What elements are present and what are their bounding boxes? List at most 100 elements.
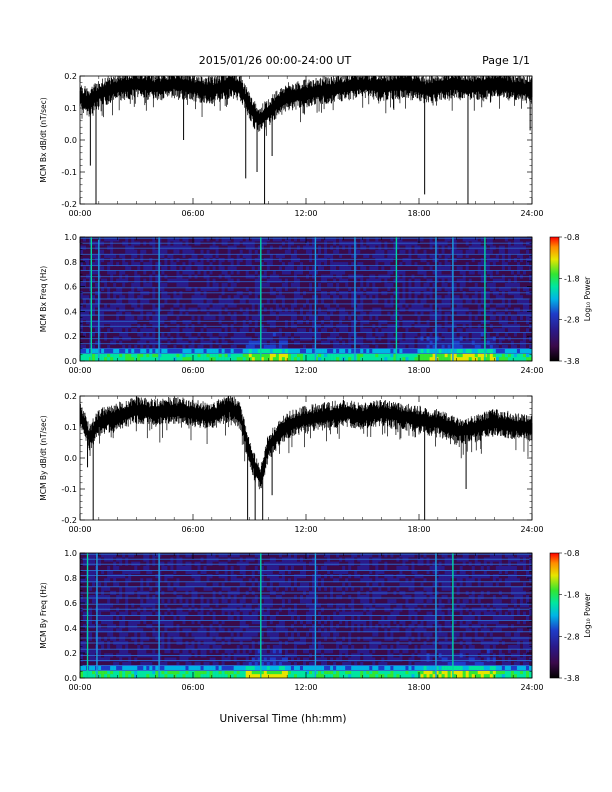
spectrogram-cell — [456, 352, 460, 358]
spectrogram-cell — [152, 261, 156, 267]
spectrogram-cell — [290, 294, 295, 300]
spectrogram-cell — [420, 315, 424, 320]
spectrogram-cell — [299, 307, 304, 312]
spectrogram-cell — [272, 327, 277, 333]
spectrogram-cell — [453, 356, 457, 362]
spectrogram-cell — [330, 311, 334, 316]
spectrogram-cell — [375, 282, 379, 287]
spectrogram-cell — [312, 307, 316, 312]
spectrogram-cell — [224, 237, 228, 242]
spectrogram-cell — [119, 307, 123, 312]
spectrogram-cell — [510, 270, 515, 275]
spectrogram-cell — [306, 352, 310, 358]
spectrogram-cell — [290, 319, 295, 325]
spectrogram-cell — [510, 356, 515, 362]
spectrogram-cell — [393, 332, 397, 337]
spectrogram-cell — [236, 257, 240, 263]
spectrogram-cell — [519, 340, 524, 345]
spectrogram-cell — [366, 286, 370, 292]
spectrogram-cell — [315, 261, 319, 267]
spectrogram-cell — [269, 348, 274, 354]
spectrogram-cell — [447, 237, 451, 242]
spectrogram-cell — [510, 344, 515, 349]
spectrogram-cell — [390, 249, 394, 254]
spectrogram-cell — [471, 282, 476, 287]
spectrogram-cell — [119, 348, 123, 354]
spectrogram-cell — [525, 327, 530, 333]
spectrogram-cell — [212, 278, 216, 283]
spectrogram-cell — [221, 319, 225, 325]
spectrogram-cell — [167, 282, 171, 287]
spectrogram-cell — [257, 344, 262, 349]
spectrogram-cell — [333, 332, 337, 337]
spectrogram-cell — [525, 249, 530, 254]
spectrogram-cell — [281, 265, 286, 271]
spectrogram-cell — [453, 315, 457, 320]
spectrogram-cell — [327, 261, 331, 267]
spectrogram-cell — [281, 294, 286, 300]
spectrogram-cell — [281, 237, 286, 242]
spectrogram-cell — [83, 673, 87, 679]
spectrogram-cell — [176, 299, 180, 304]
spectrogram-cell — [203, 294, 207, 300]
spectrogram-cell — [149, 278, 153, 283]
spectrogram-cell — [182, 294, 186, 300]
spectrogram-cell — [423, 294, 427, 300]
spectrogram-cell — [236, 340, 240, 345]
spectrogram-cell — [375, 356, 379, 362]
spectrogram-cell — [80, 261, 84, 267]
spectrogram-cell — [414, 270, 418, 275]
spectrogram-cell — [152, 265, 156, 271]
spectrogram-cell — [209, 307, 213, 312]
trace-line — [79, 396, 533, 490]
spectrogram-cell — [498, 294, 503, 300]
spectrogram-cell — [86, 352, 90, 358]
spectrogram-cell — [299, 327, 304, 333]
spectrogram-cell — [348, 348, 352, 354]
spectrogram-cell — [254, 332, 259, 337]
spectrogram-cell — [504, 299, 509, 304]
spectrogram-cell — [351, 307, 355, 312]
spectrogram-cell — [197, 344, 201, 349]
spectrogram-cell — [405, 348, 409, 354]
spectrogram-cell — [278, 253, 283, 258]
spectrogram-cell — [402, 299, 406, 304]
spectrogram-cell — [140, 253, 144, 258]
spectrogram-cell — [474, 282, 479, 287]
spectrogram-cell — [200, 340, 204, 345]
spectrogram-cell — [83, 294, 87, 300]
spectrogram-cell — [188, 340, 192, 345]
spectrogram-cell — [146, 352, 150, 358]
spectrogram-cell — [372, 253, 376, 258]
y-tick-label: 0.8 — [64, 258, 77, 267]
spectrogram-cell — [98, 257, 102, 263]
spectrogram-cell — [122, 286, 126, 292]
spectrogram-cell — [306, 315, 310, 320]
spectrogram-cell — [290, 356, 295, 362]
spectrogram-cell — [122, 257, 126, 263]
spectrogram-cell — [387, 311, 391, 316]
spectrogram-cell — [330, 307, 334, 312]
spectrogram-cell — [333, 348, 337, 354]
spectrogram-cell — [254, 286, 259, 292]
spectrogram-cell — [498, 332, 503, 337]
spectrogram-cell — [146, 340, 150, 345]
spectrogram-cell — [471, 356, 476, 362]
spectrogram-cell — [89, 628, 93, 633]
spectrogram-cell — [384, 344, 388, 349]
spectrogram-cell — [173, 315, 177, 320]
spectrogram-cell — [435, 278, 439, 283]
spectrogram-cell — [522, 257, 527, 263]
spectrogram-cell — [351, 278, 355, 283]
spectrogram-cell — [200, 261, 204, 267]
spectrogram-cell — [381, 356, 385, 362]
spectrogram-cell — [465, 319, 470, 325]
spectrogram-cell — [167, 315, 171, 320]
spectrogram-cell — [513, 253, 518, 258]
spectrogram-cell — [315, 265, 319, 271]
spectrogram-cell — [444, 356, 448, 362]
spectrogram-cell — [465, 261, 470, 267]
spectrogram-cell — [378, 307, 382, 312]
spectrogram-cell — [146, 307, 150, 312]
spectrogram-cell — [176, 286, 180, 292]
